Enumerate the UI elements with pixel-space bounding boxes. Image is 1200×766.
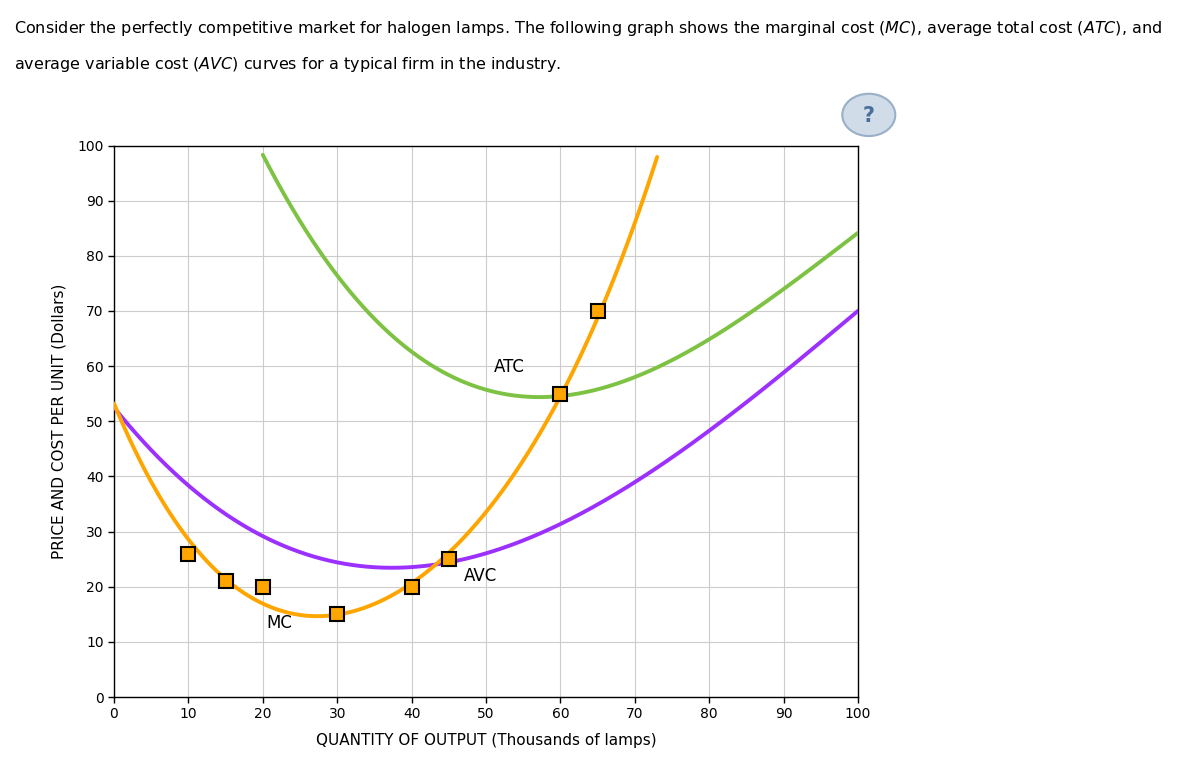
Text: MC: MC: [266, 614, 293, 632]
Text: Consider the perfectly competitive market for halogen lamps. The following graph: Consider the perfectly competitive marke…: [14, 19, 1163, 38]
Circle shape: [842, 93, 895, 136]
Text: ATC: ATC: [493, 358, 524, 375]
Text: AVC: AVC: [463, 568, 497, 585]
Y-axis label: PRICE AND COST PER UNIT (Dollars): PRICE AND COST PER UNIT (Dollars): [52, 283, 66, 559]
Text: average variable cost ($\mathit{AVC}$) curves for a typical firm in the industry: average variable cost ($\mathit{AVC}$) c…: [14, 55, 562, 74]
Text: ?: ?: [863, 106, 875, 126]
FancyBboxPatch shape: [5, 95, 930, 749]
X-axis label: QUANTITY OF OUTPUT (Thousands of lamps): QUANTITY OF OUTPUT (Thousands of lamps): [316, 732, 656, 748]
